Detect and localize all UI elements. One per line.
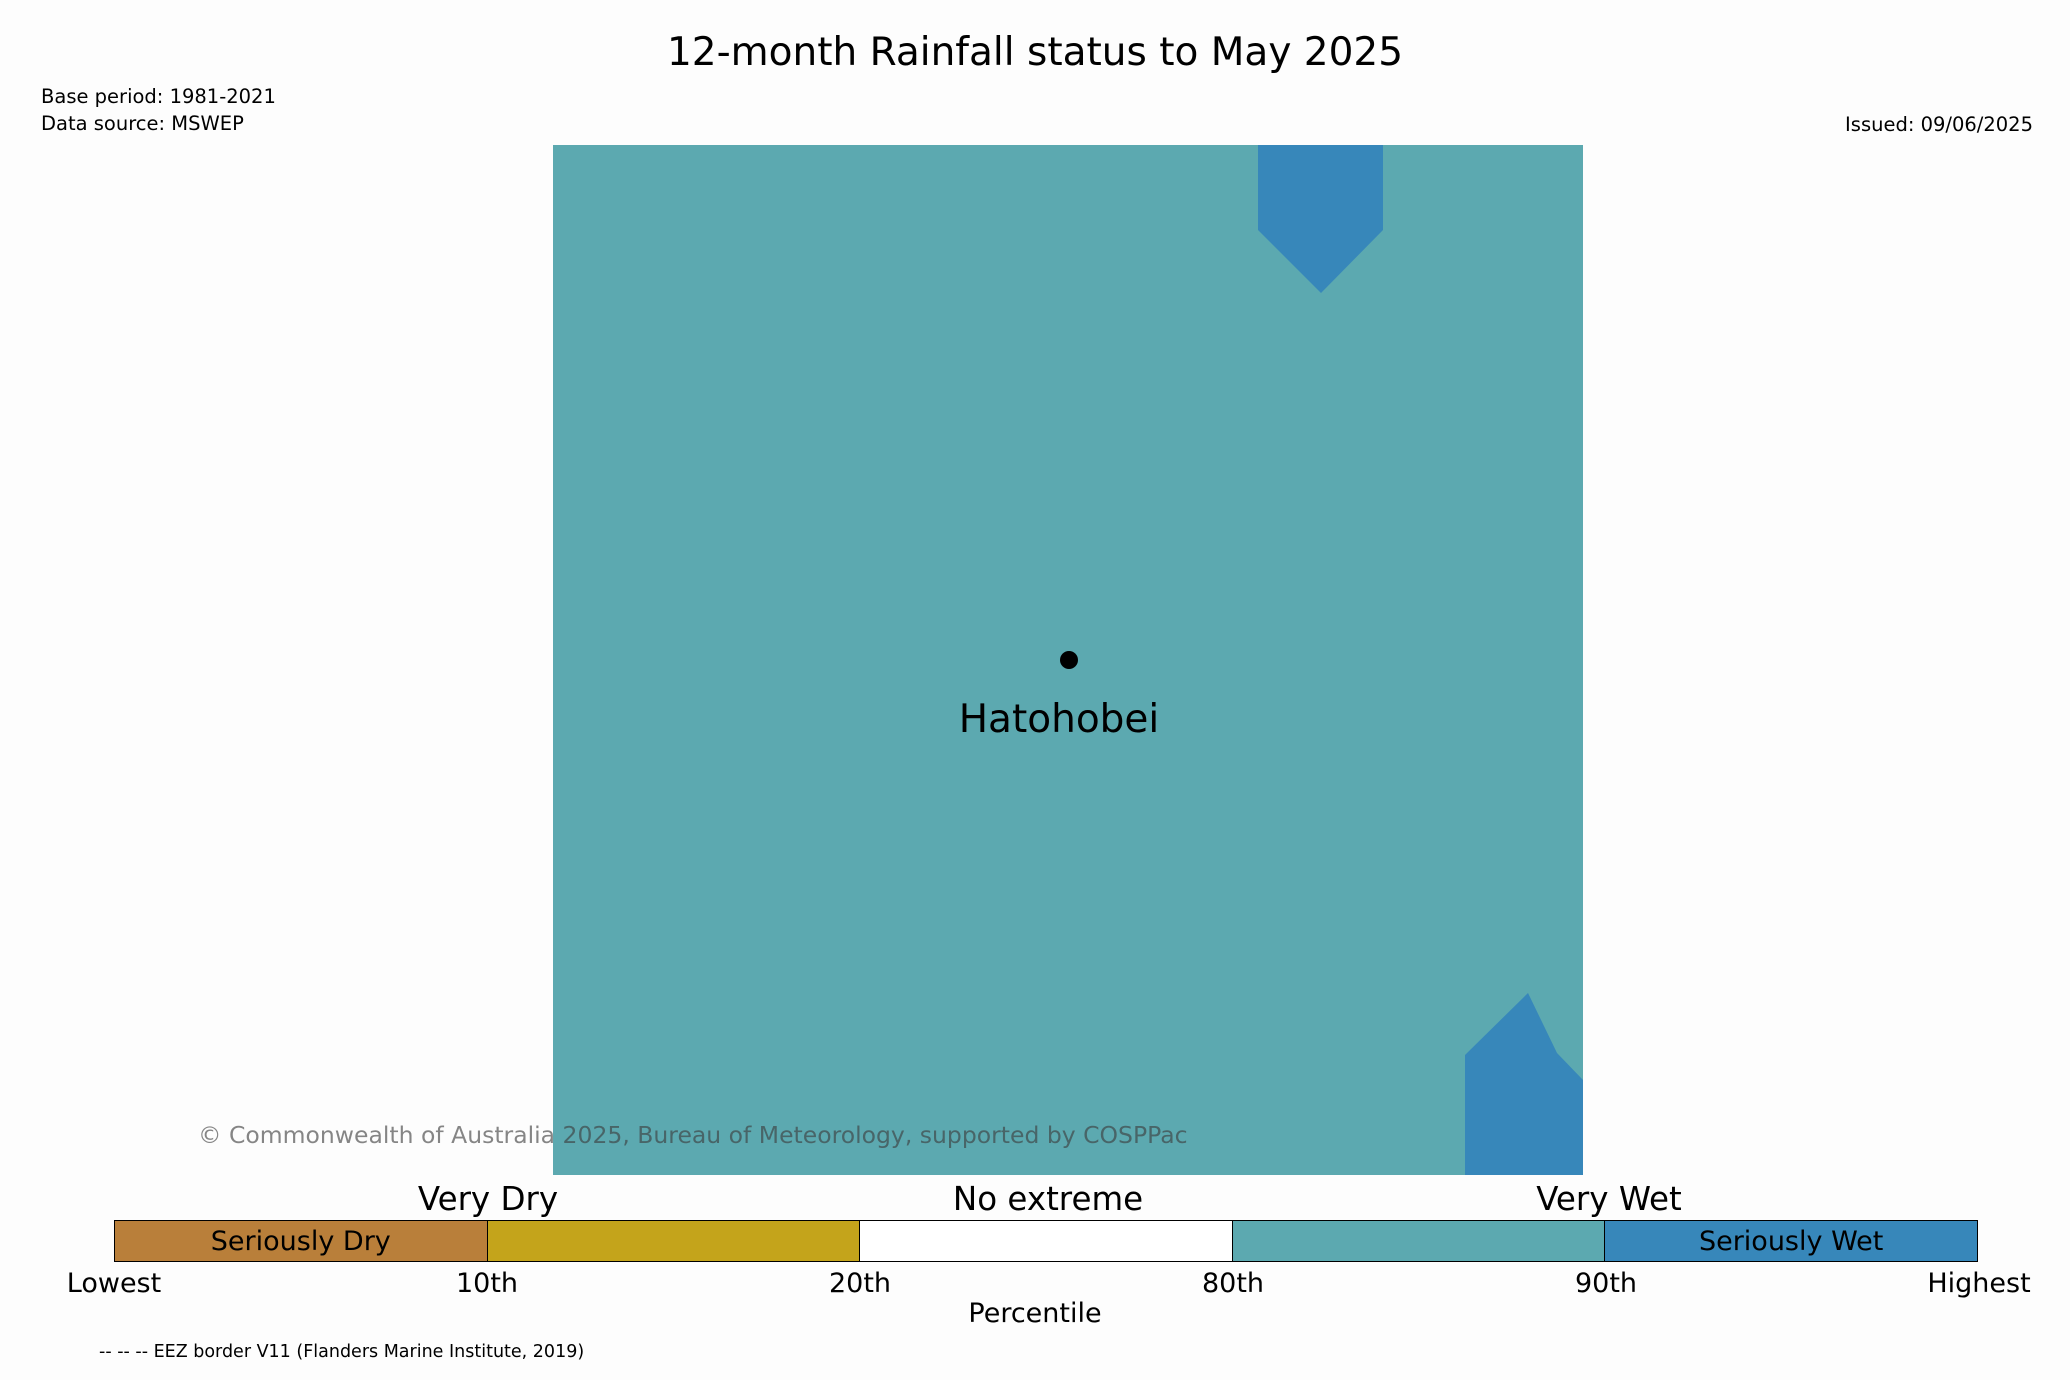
category-very-dry: Very Dry <box>417 1180 559 1218</box>
seriously-wet-region-north <box>1258 145 1383 293</box>
copyright-notice: © Commonwealth of Australia 2025, Bureau… <box>198 1121 1188 1149</box>
category-no-extreme: No extreme <box>952 1180 1144 1218</box>
legend-segment-very-dry <box>487 1221 861 1261</box>
tick-90th: 90th <box>1574 1268 1638 1299</box>
place-label: Hatohobei <box>959 697 1160 742</box>
map-title: 12-month Rainfall status to May 2025 <box>666 30 1404 75</box>
legend-segment-seriously-dry: Seriously Dry <box>115 1221 488 1261</box>
data-source: Data source: MSWEP <box>41 112 244 135</box>
rainfall-map: Hatohobei <box>553 145 1583 1175</box>
category-very-wet: Very Wet <box>1536 1180 1682 1218</box>
tick-10th: 10th <box>455 1268 519 1299</box>
tick-highest: Highest <box>1927 1268 2031 1299</box>
seriously-wet-region-southeast <box>1465 993 1583 1175</box>
eez-footnote: -- -- -- EEZ border V11 (Flanders Marine… <box>99 1342 585 1362</box>
tick-lowest: Lowest <box>66 1268 162 1299</box>
legend-segment-seriously-wet: Seriously Wet <box>1605 1221 1977 1261</box>
percentile-axis-label: Percentile <box>968 1298 1102 1329</box>
tick-80th: 80th <box>1201 1268 1265 1299</box>
legend-segment-very-wet <box>1232 1221 1606 1261</box>
tick-20th: 20th <box>828 1268 892 1299</box>
legend-segment-no-extreme <box>860 1221 1233 1261</box>
location-marker <box>1060 651 1078 669</box>
legend-colorbar: Seriously Dry Seriously Wet <box>114 1220 1978 1262</box>
base-period: Base period: 1981-2021 <box>41 85 276 108</box>
issued-date: Issued: 09/06/2025 <box>1845 113 2033 136</box>
